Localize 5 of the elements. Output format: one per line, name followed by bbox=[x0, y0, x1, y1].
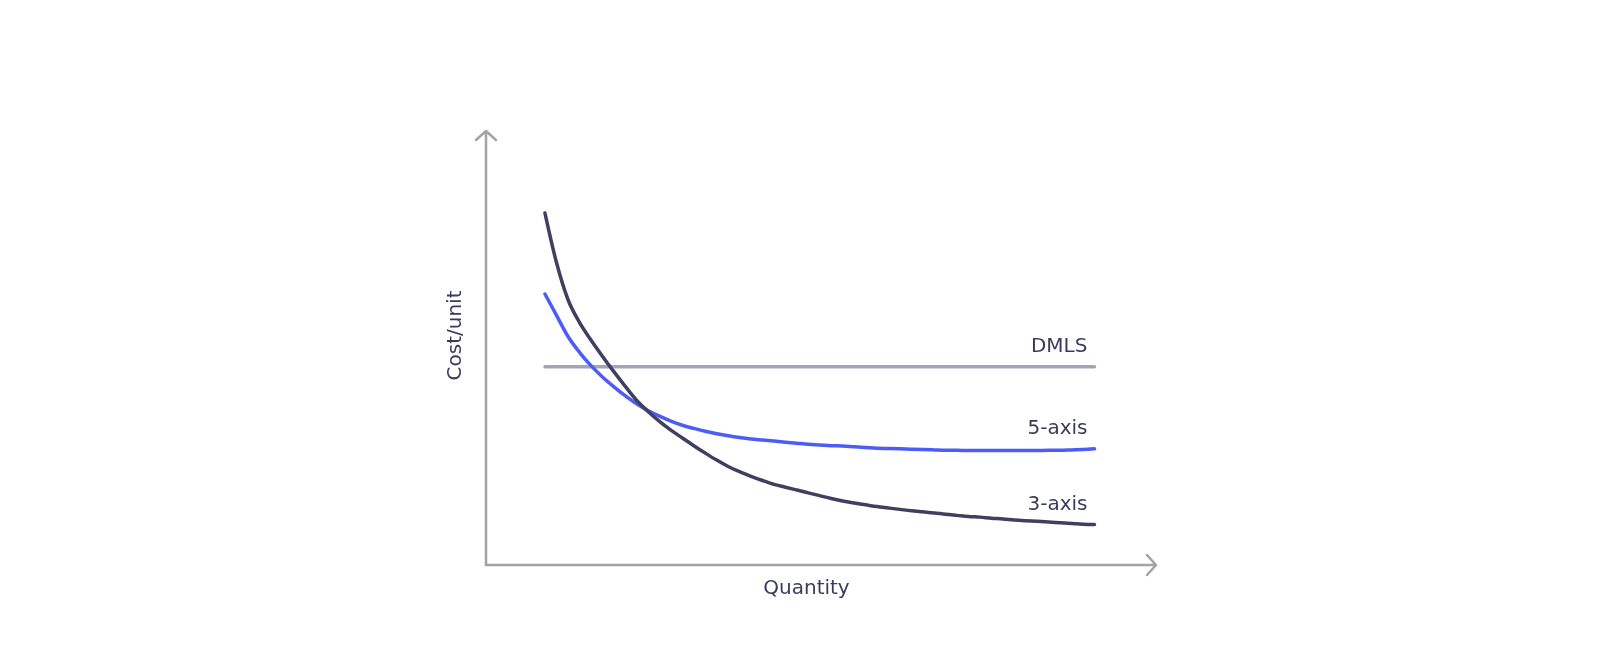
series-label: 5-axis bbox=[1027, 414, 1088, 439]
series-label: 3-axis bbox=[1027, 490, 1088, 515]
series-label: DMLS bbox=[1030, 332, 1088, 357]
y-axis-title: Cost/unit bbox=[441, 290, 466, 381]
x-axis-title: Quantity bbox=[763, 574, 850, 599]
